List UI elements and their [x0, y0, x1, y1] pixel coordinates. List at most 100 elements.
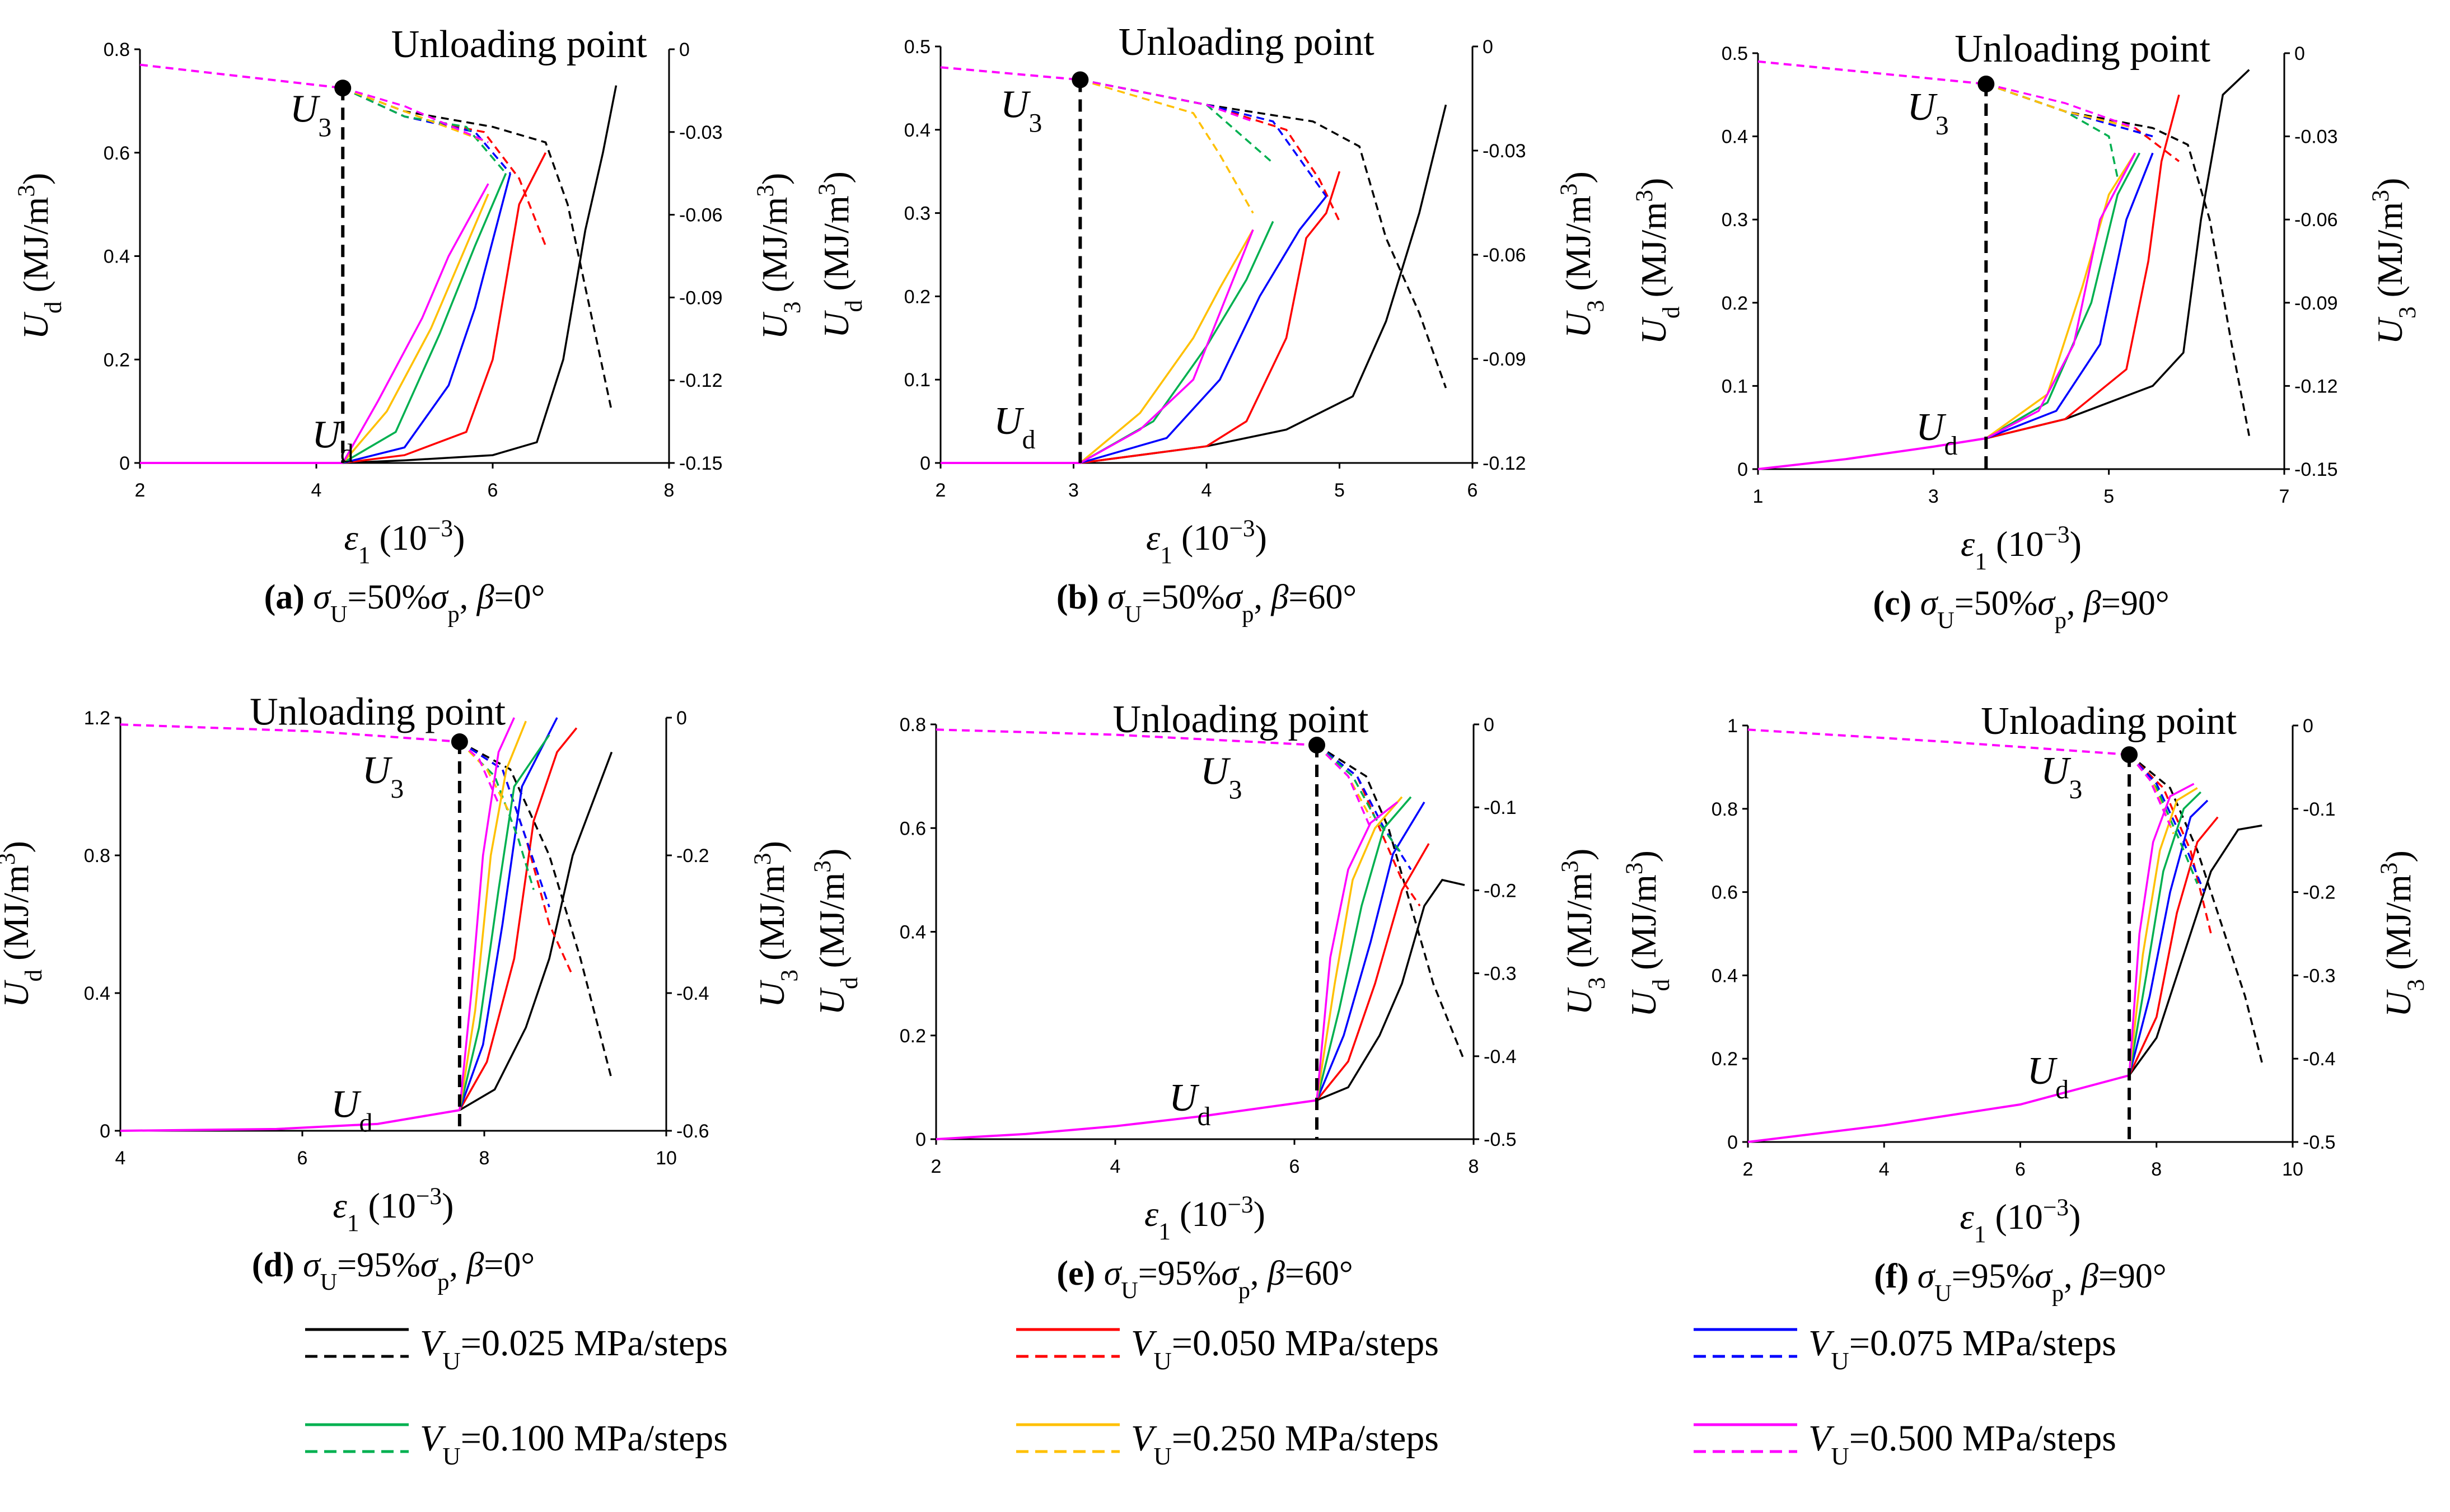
panel-caption-part: σ [1918, 1257, 1936, 1295]
x-axis-title: ε1 (10−3) [1144, 1191, 1265, 1245]
u3-series-line [1316, 744, 1372, 818]
y-tick-label: 0.3 [1722, 209, 1748, 231]
legend-label-part: V [1808, 1418, 1835, 1459]
y-axis-title-part: U [0, 980, 36, 1008]
y-axis-title-part: (MJ/m [0, 865, 36, 970]
ud-series-line [2128, 783, 2195, 1076]
ud-series-line [1316, 796, 1412, 1101]
y-axis-title-part: (MJ/m [812, 873, 852, 977]
x-axis-title-part: ) [2070, 524, 2082, 564]
x-tick-label: 8 [664, 480, 675, 501]
y2-axis-title: U3 (MJ/m3) [1555, 171, 1609, 338]
panel-caption-part: p [2052, 1280, 2064, 1307]
x-tick-label: 6 [488, 480, 498, 501]
y2-axis-title-part: U [1559, 987, 1599, 1015]
ud-series-line [1985, 152, 2154, 439]
y-tick-label: 0.2 [900, 1026, 926, 1047]
y-tick-label: 0.2 [1722, 293, 1748, 314]
panel-caption-part: a [275, 578, 293, 616]
x-tick-label: 1 [1753, 486, 1764, 507]
panel-caption-part: =95% [337, 1246, 420, 1284]
x-axis-title-part: ε [1961, 524, 1975, 564]
y-tick-label: 0.8 [900, 714, 926, 736]
u3-curve-label-part: 3 [390, 775, 404, 804]
y-tick-label: 0 [920, 453, 931, 474]
x-tick-label: 6 [2015, 1159, 2026, 1180]
u3-curve-label: U3 [1200, 750, 1242, 805]
x-axis-title-part: ) [1254, 1194, 1265, 1234]
y2-axis-title-part: ) [2370, 178, 2410, 190]
x-axis-title-part: (10 [359, 1186, 416, 1225]
y-axis-title-part: d [1648, 979, 1675, 991]
ud-shared-line [120, 1109, 460, 1132]
x-axis-title-part: −3 [427, 515, 453, 542]
u3-curve-label: U3 [1000, 83, 1042, 138]
y-axis-title-part: (MJ/m [816, 195, 856, 300]
ud-shared-line [1757, 437, 1986, 470]
u3-curve-label-part: U [362, 749, 393, 792]
ud-series-line [342, 173, 507, 464]
u3-series-line [2128, 753, 2263, 1064]
u3-curve-label: U3 [290, 87, 331, 142]
x-axis-title-part: 1 [1975, 548, 1987, 575]
legend-label: VU=0.500 MPa/steps [1808, 1418, 2116, 1470]
y2-tick-label: -0.3 [1484, 963, 1517, 985]
panel-caption-part: ) [1897, 1257, 1918, 1295]
panel-caption-part: σ [303, 1246, 321, 1284]
y-axis-title: Ud (MJ/m3) [1631, 178, 1685, 345]
y-tick-label: 0.4 [84, 983, 110, 1004]
y2-axis-title-part: 3 [2394, 306, 2421, 319]
y-axis-title-part: ) [812, 849, 852, 860]
y-axis-title: Ud (MJ/m3) [0, 841, 47, 1008]
ud-series-line [1985, 94, 2180, 439]
unloading-point-label: Unloading point [1955, 27, 2210, 71]
y-tick-label: 0.8 [1712, 799, 1738, 820]
ud-series-line [1985, 152, 2136, 439]
y-axis-title-part: 3 [813, 183, 840, 195]
panel-caption-part: ( [252, 1246, 264, 1284]
y2-tick-label: -0.12 [679, 370, 723, 391]
u3-series-line [1316, 744, 1421, 907]
x-tick-label: 10 [2282, 1159, 2303, 1180]
y-axis-title-part: U [16, 311, 55, 339]
y2-axis-title-part: 3 [1556, 860, 1583, 873]
y2-tick-label: -0.1 [2303, 799, 2336, 820]
y2-axis-title-part: U [1558, 310, 1598, 338]
legend-label: VU=0.075 MPa/steps [1808, 1323, 2116, 1375]
ud-series-line [459, 720, 527, 1111]
y2-tick-label: 0 [2294, 43, 2305, 64]
x-axis-title-part: −3 [2043, 1194, 2069, 1221]
y-axis-title-part: 3 [13, 185, 40, 197]
panel-e: 2 4 6 8 0 0.2 0.4 0.6 0.8 -0.5 -0.4 -0.3 -0.2 -0.1 0 Ud… [809, 698, 1610, 1304]
y-axis-title-part: ) [1624, 850, 1663, 862]
unloading-point-label: Unloading point [1981, 700, 2237, 743]
y-tick-label: 0 [1737, 459, 1748, 480]
panel-caption-part: ( [264, 578, 276, 616]
y-axis-title-part: ) [0, 841, 36, 853]
y-tick-label: 0.4 [904, 120, 931, 141]
u3-series-line [1080, 78, 1447, 388]
ud-series-line [1985, 69, 2250, 439]
panel-caption-part: σ [2037, 584, 2056, 622]
y2-axis-title-part: 3 [776, 970, 803, 982]
ud-series-line [459, 717, 515, 1111]
u3-series-line [1080, 78, 1341, 222]
y-tick-label: 0 [119, 453, 130, 474]
ud-curve-label-part: U [331, 1083, 362, 1126]
y2-axis-title-part: 3 [2376, 862, 2402, 874]
y-axis-title: Ud (MJ/m3) [813, 171, 867, 338]
x-axis-title-part: (10 [1986, 1197, 2043, 1237]
ud-series-line [342, 173, 512, 464]
panel-caption-part: f [1886, 1257, 1898, 1295]
y-axis-title-part: (MJ/m [1634, 202, 1673, 307]
y-tick-label: 0 [915, 1129, 926, 1150]
y2-tick-label: -0.4 [676, 983, 709, 1004]
y2-tick-label: -0.09 [2294, 293, 2338, 314]
y2-axis-title-part: ) [1558, 171, 1598, 183]
legend-label-part: =0.100 MPa/steps [461, 1418, 728, 1459]
u3-shared-line [1747, 728, 2130, 756]
u3-shared-line [936, 728, 1317, 747]
y-axis-title-part: U [1624, 989, 1663, 1017]
panel-caption-part: σ [2035, 1257, 2053, 1295]
